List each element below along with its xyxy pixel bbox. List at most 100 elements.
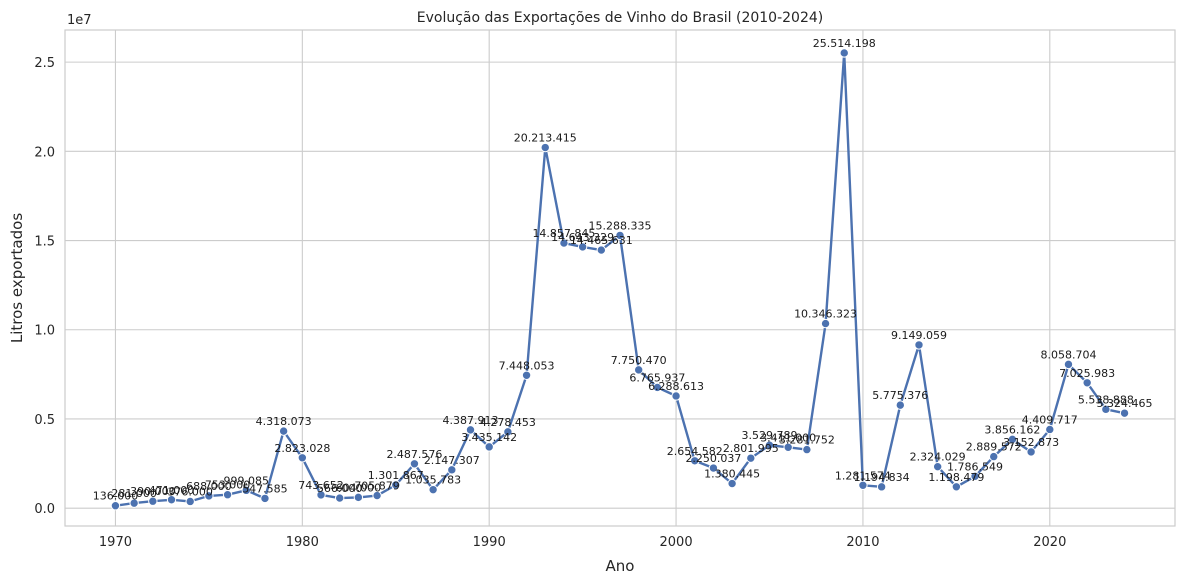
- data-label: 15.288.335: [589, 219, 652, 232]
- data-label: 604.000: [336, 481, 382, 494]
- chart-title: Evolução das Exportações de Vinho do Bra…: [417, 10, 823, 26]
- data-label: 5.538.888: [1078, 393, 1134, 406]
- data-label: 7.025.983: [1059, 367, 1115, 380]
- data-label: 136.000: [93, 490, 139, 503]
- data-point: [484, 442, 494, 452]
- data-point: [783, 442, 793, 453]
- data-label: 1.035.783: [405, 474, 461, 487]
- data-point: [876, 482, 887, 492]
- data-label: 2.487.576: [386, 448, 442, 461]
- data-label: 471.000: [149, 484, 195, 497]
- y-tick-label: 2.0: [34, 145, 55, 160]
- plot-frame: [64, 29, 1176, 527]
- data-point: [652, 382, 663, 393]
- data-point: [428, 484, 438, 495]
- data-label: 390.000: [130, 485, 176, 498]
- data-label: 3.435.142: [461, 431, 517, 444]
- y-tick-label: 1.0: [34, 324, 55, 339]
- data-point: [204, 491, 214, 501]
- data-label: 2.147.307: [424, 454, 480, 467]
- data-label: 2.250.037: [685, 452, 741, 465]
- data-point: [447, 465, 457, 475]
- data-point: [1082, 378, 1092, 388]
- data-point: [932, 461, 943, 472]
- data-point: [989, 451, 999, 462]
- data-label: 7.448.053: [499, 359, 555, 372]
- data-label: 6.288.613: [648, 380, 704, 393]
- data-label: 566.000: [317, 482, 363, 495]
- data-label: 2.324.029: [910, 451, 966, 464]
- data-label: 14.465.631: [570, 234, 633, 247]
- data-point: [746, 453, 756, 463]
- data-point: [540, 142, 550, 153]
- data-point: [166, 495, 177, 505]
- x-axis-title: Ano: [606, 557, 635, 575]
- data-point: [820, 318, 831, 329]
- data-label: 1.281.574: [835, 469, 891, 482]
- x-tick-label: 2000: [660, 535, 693, 550]
- data-point: [503, 427, 513, 437]
- x-tick-label: 1970: [99, 535, 132, 550]
- data-label: 4.409.717: [1022, 413, 1078, 426]
- x-tick-label: 2020: [1033, 535, 1066, 550]
- data-point: [1007, 434, 1018, 445]
- data-point: [559, 238, 569, 248]
- data-label: 281.000: [111, 487, 157, 500]
- y-offset-label: 1e7: [67, 13, 92, 28]
- data-point: [521, 370, 532, 380]
- y-tick-label: 0.0: [34, 502, 55, 517]
- data-label: 376.000: [167, 485, 213, 498]
- data-label: 3.281.752: [779, 434, 835, 447]
- data-label: 1.194.834: [854, 471, 910, 484]
- data-point: [615, 230, 625, 241]
- data-point: [708, 463, 719, 473]
- data-label: 3.152.873: [1003, 436, 1059, 449]
- data-point: [278, 426, 289, 436]
- y-tick-label: 2.5: [34, 56, 55, 71]
- data-label: 743.652: [298, 479, 344, 492]
- data-point: [671, 391, 681, 401]
- data-label: 753.000: [205, 479, 251, 492]
- data-point: [372, 490, 382, 501]
- data-point: [577, 242, 588, 252]
- data-label: 3.411.000: [760, 431, 816, 444]
- data-label: 25.514.198: [813, 37, 876, 50]
- data-point: [260, 493, 270, 504]
- data-label: 4.318.073: [256, 415, 312, 428]
- data-point: [764, 440, 775, 450]
- data-point: [1026, 447, 1036, 457]
- data-point: [970, 471, 980, 481]
- x-tick-label: 1990: [473, 535, 506, 550]
- data-point: [110, 501, 121, 511]
- data-label: 2.654.582: [667, 445, 723, 458]
- data-label: 4.387.913: [443, 414, 499, 427]
- series-line: [115, 51, 1125, 507]
- data-point: [839, 48, 849, 58]
- data-point: [1045, 424, 1055, 435]
- data-label: 6.765.937: [629, 371, 685, 384]
- data-point: [334, 493, 345, 503]
- data-label: 5.775.376: [872, 389, 928, 402]
- data-label: 9.149.059: [891, 329, 947, 342]
- data-point: [1119, 408, 1130, 418]
- data-label: 2.801.995: [723, 442, 779, 455]
- data-label: 547.585: [242, 482, 288, 495]
- data-point: [895, 400, 906, 410]
- data-label: 10.346.323: [794, 308, 857, 321]
- data-point: [727, 478, 737, 489]
- tick-labels: 1970 1980 1990 2000 2010 2020 0.0 0.5 1.0 1.5 2.0 2…: [34, 56, 1066, 550]
- data-point: [222, 490, 233, 500]
- data-label: 999.085: [224, 474, 270, 487]
- data-label: 3.529.789: [742, 429, 798, 442]
- data-point: [858, 480, 868, 490]
- y-axis-title: Litros exportados: [8, 213, 26, 343]
- data-label: 5.324.465: [1097, 397, 1153, 410]
- data-point: [690, 456, 700, 466]
- data-label: 1.380.445: [704, 468, 760, 481]
- data-labels: 136.000281.000390.000471.000376.000688.0…: [93, 37, 1153, 503]
- series-polyline: [115, 51, 1125, 507]
- data-point: [596, 245, 607, 255]
- data-label: 1.301.867: [368, 469, 424, 482]
- data-label: 1.198.479: [928, 471, 984, 484]
